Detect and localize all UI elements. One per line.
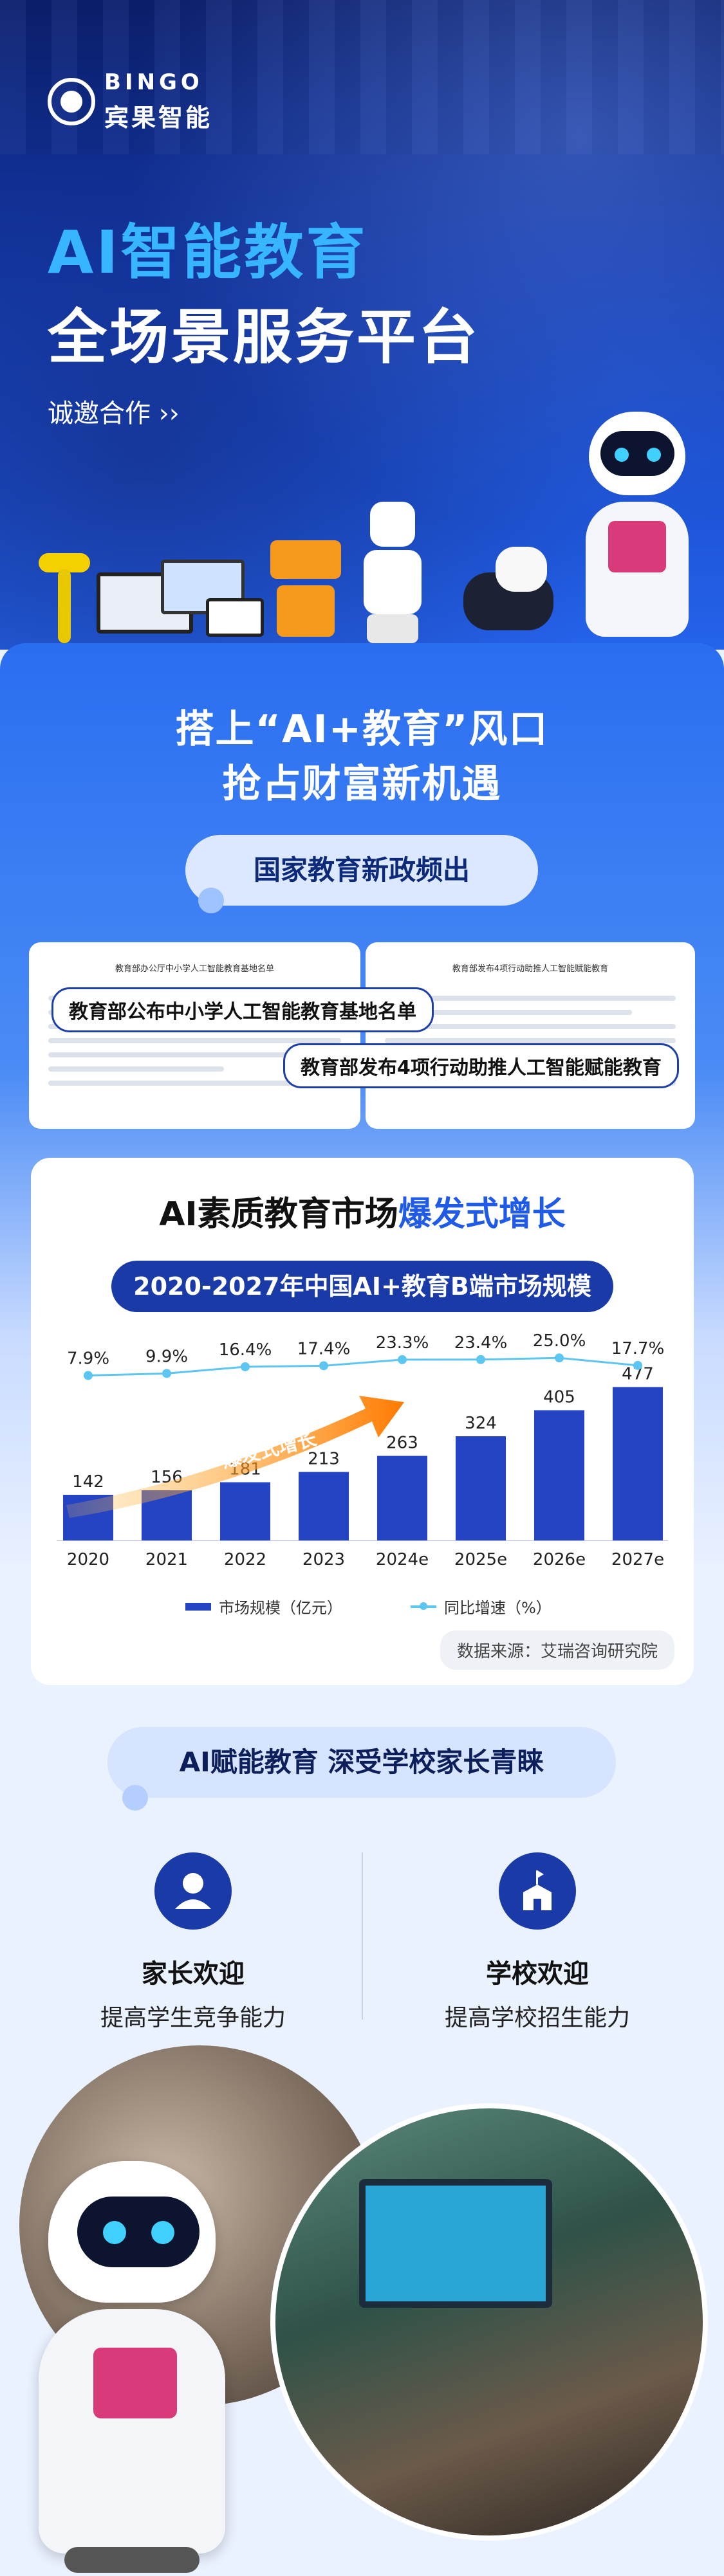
growth-rate-point [398,1355,407,1364]
legend-bar: 市场规模（亿元） [185,1595,342,1618]
x-tick-label: 2025e [454,1550,507,1569]
orange-robot-illustration [270,540,341,637]
bar-value-label: 263 [386,1434,418,1453]
x-tick-label: 2026e [533,1550,586,1569]
bingo-logo-icon [48,77,95,125]
rate-label: 23.4% [454,1333,508,1353]
x-tick-label: 2020 [67,1550,109,1569]
chart-title: 2020-2027年中国AI+教育B端市场规模 [111,1261,613,1312]
hero-banner: BINGO 宾果智能 AI智能教育 全场景服务平台 诚邀合作 ›› [0,0,724,650]
school-icon [499,1852,576,1930]
endorsement-pill: AI赋能教育 深受学校家长青睐 [107,1727,616,1798]
school-subtitle: 提高学校招生能力 [444,2005,630,2031]
policy-tag-1: 教育部公布中小学人工智能教育基地名单 [51,987,434,1032]
bar-2024e [377,1456,427,1540]
bar-2022 [220,1482,270,1540]
tablet-illustration [206,598,264,637]
market-chart: 14220207.9%15620219.9%181202216.4%213202… [57,1331,668,1569]
feature-divider [362,1852,363,2020]
pill-decoration-2 [122,1785,148,1811]
growth-rate-point [84,1371,93,1380]
legend-line-label: 同比增速（%） [444,1599,552,1617]
policy-tag-2: 教育部发布4项行动助推人工智能赋能教育 [283,1043,679,1088]
x-tick-label: 2027e [611,1550,664,1569]
bar-2023 [299,1472,349,1540]
hero-title-primary: AI智能教育 [48,218,368,287]
classroom-photo-teacher [270,2103,708,2541]
chart-card-title-prefix: AI素质教育市场 [159,1195,398,1234]
x-tick-label: 2024e [376,1550,429,1569]
parents-feature: 家长欢迎 提高学生竞争能力 [51,1852,335,2032]
parents-title: 家长欢迎 [142,1959,245,1989]
x-tick-label: 2021 [145,1550,188,1569]
bar-2026e [534,1410,584,1540]
growth-rate-point [319,1361,328,1371]
rate-label: 9.9% [145,1347,188,1366]
growth-arrow [66,1396,404,1518]
brand-logo: BINGO 宾果智能 [48,69,212,133]
bar-value-label: 324 [465,1414,497,1433]
bar-value-label: 142 [72,1472,104,1492]
hero-title-secondary: 全场景服务平台 [48,303,481,372]
growth-arrow-label: 爆发式增长 [219,1428,319,1473]
market-chart-card: AI素质教育市场爆发式增长 2020-2027年中国AI+教育B端市场规模 14… [31,1158,694,1685]
school-title: 学校欢迎 [486,1959,589,1989]
legend-line-swatch [411,1602,436,1610]
policy-pill: 国家教育新政频出 [185,835,538,906]
section-title-line1: 搭上“AI+教育”风口 [175,707,549,752]
parents-subtitle: 提高学生竞争能力 [100,2005,286,2031]
growth-rate-point [476,1355,485,1364]
legend-bar-label: 市场规模（亿元） [219,1599,342,1617]
smart-board-illustration [359,2179,552,2308]
bar-2025e [456,1436,506,1540]
rate-label: 17.7% [611,1339,665,1358]
humanoid-robot-illustration [348,502,438,643]
chart-card-title-highlight: 爆发式增长 [398,1195,566,1234]
robot-dog-illustration [450,547,560,637]
rate-label: 25.0% [533,1331,586,1351]
bar-2027e [613,1387,663,1540]
rate-label: 7.9% [67,1349,109,1369]
pill-decoration [198,888,224,913]
bar-value-label: 405 [543,1388,575,1407]
school-feature: 学校欢迎 提高学校招生能力 [396,1852,679,2032]
section-title-line2: 抢占财富新机遇 [222,762,502,807]
service-robot-large-illustration [39,2161,225,2573]
policy-document-2: 教育部发布4项行动助推人工智能赋能教育 [366,942,695,1129]
growth-rate-point [555,1353,564,1363]
growth-rate-line [88,1357,638,1377]
parent-icon [154,1852,232,1930]
rate-label: 23.3% [376,1333,429,1353]
x-tick-label: 2022 [224,1550,266,1569]
data-source: 数据来源：艾瑞咨询研究院 [440,1631,674,1670]
legend-bar-swatch [185,1602,211,1611]
growth-rate-point [162,1369,171,1378]
policy-document-1: 教育部办公厅中小学人工智能教育基地名单 [29,942,360,1129]
brand-name-cn: 宾果智能 [104,104,213,132]
service-robot-illustration [576,412,698,637]
growth-rate-point [241,1362,250,1371]
x-tick-label: 2023 [302,1550,345,1569]
cooperation-link[interactable]: 诚邀合作 ›› [48,399,180,428]
bar-value-label: 213 [308,1450,340,1469]
chart-card-title: AI素质教育市场爆发式增长 [31,1187,694,1235]
growth-rate-point [633,1360,642,1370]
rate-label: 16.4% [219,1340,272,1360]
rate-label: 17.4% [297,1339,351,1358]
legend-line: 同比增速（%） [411,1595,552,1618]
doc2-title: 教育部发布4项行动助推人工智能赋能教育 [452,964,609,974]
brand-name-en: BINGO [104,69,203,95]
yellow-robot-illustration [39,553,90,643]
doc1-title: 教育部办公厅中小学人工智能教育基地名单 [115,964,274,974]
